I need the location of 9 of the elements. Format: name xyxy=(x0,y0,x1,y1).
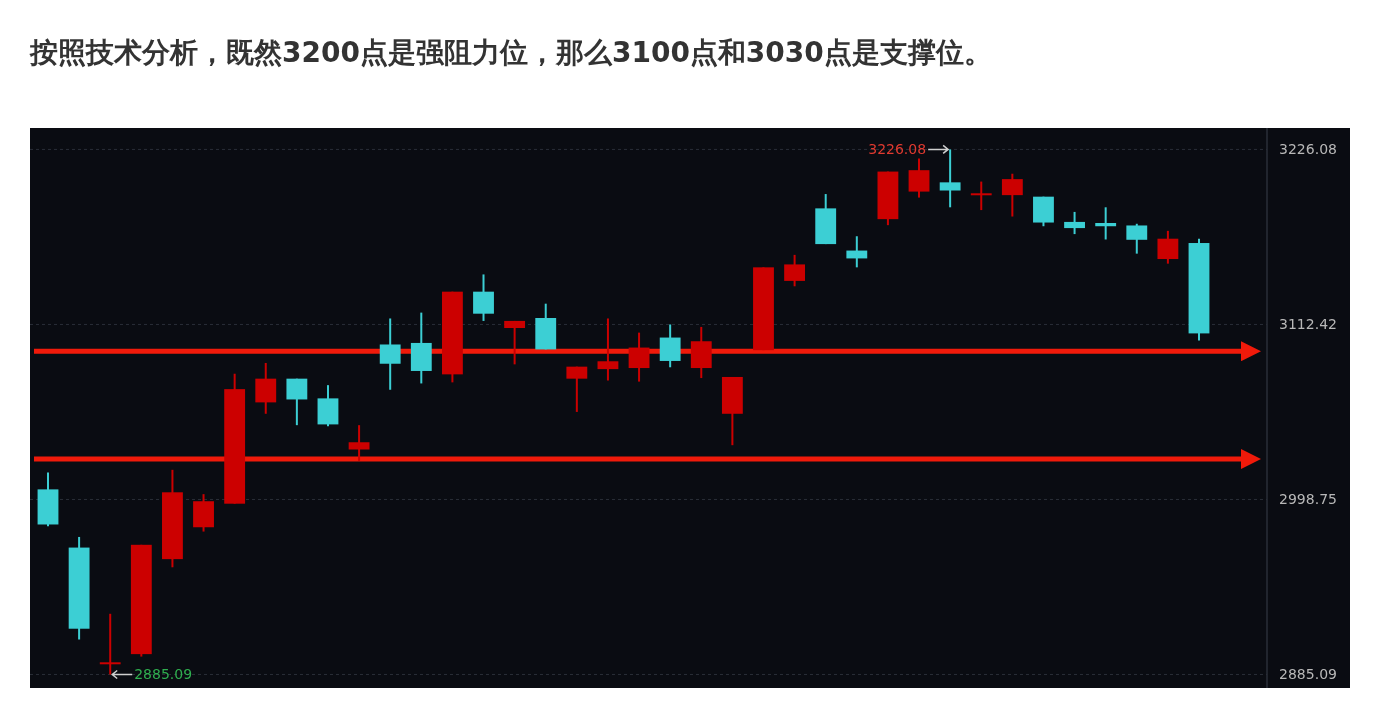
annotation: 3226.08 xyxy=(868,141,950,158)
y-tick-label: 2885.09 xyxy=(1279,666,1337,683)
annotation: 2885.09 xyxy=(134,666,193,683)
annotation: 2885.09 xyxy=(111,666,193,683)
title: 按照技术分析，既然3200点是强阻力位，那么3100点和3030点是支撑位。 xyxy=(30,36,992,69)
y-tick-label: 2998.75 xyxy=(1279,491,1337,508)
y-tick-label: 3112.42 xyxy=(1279,316,1337,333)
annotation: 3226.08 xyxy=(868,141,927,158)
y-tick-label: 3226.08 xyxy=(1279,141,1337,158)
